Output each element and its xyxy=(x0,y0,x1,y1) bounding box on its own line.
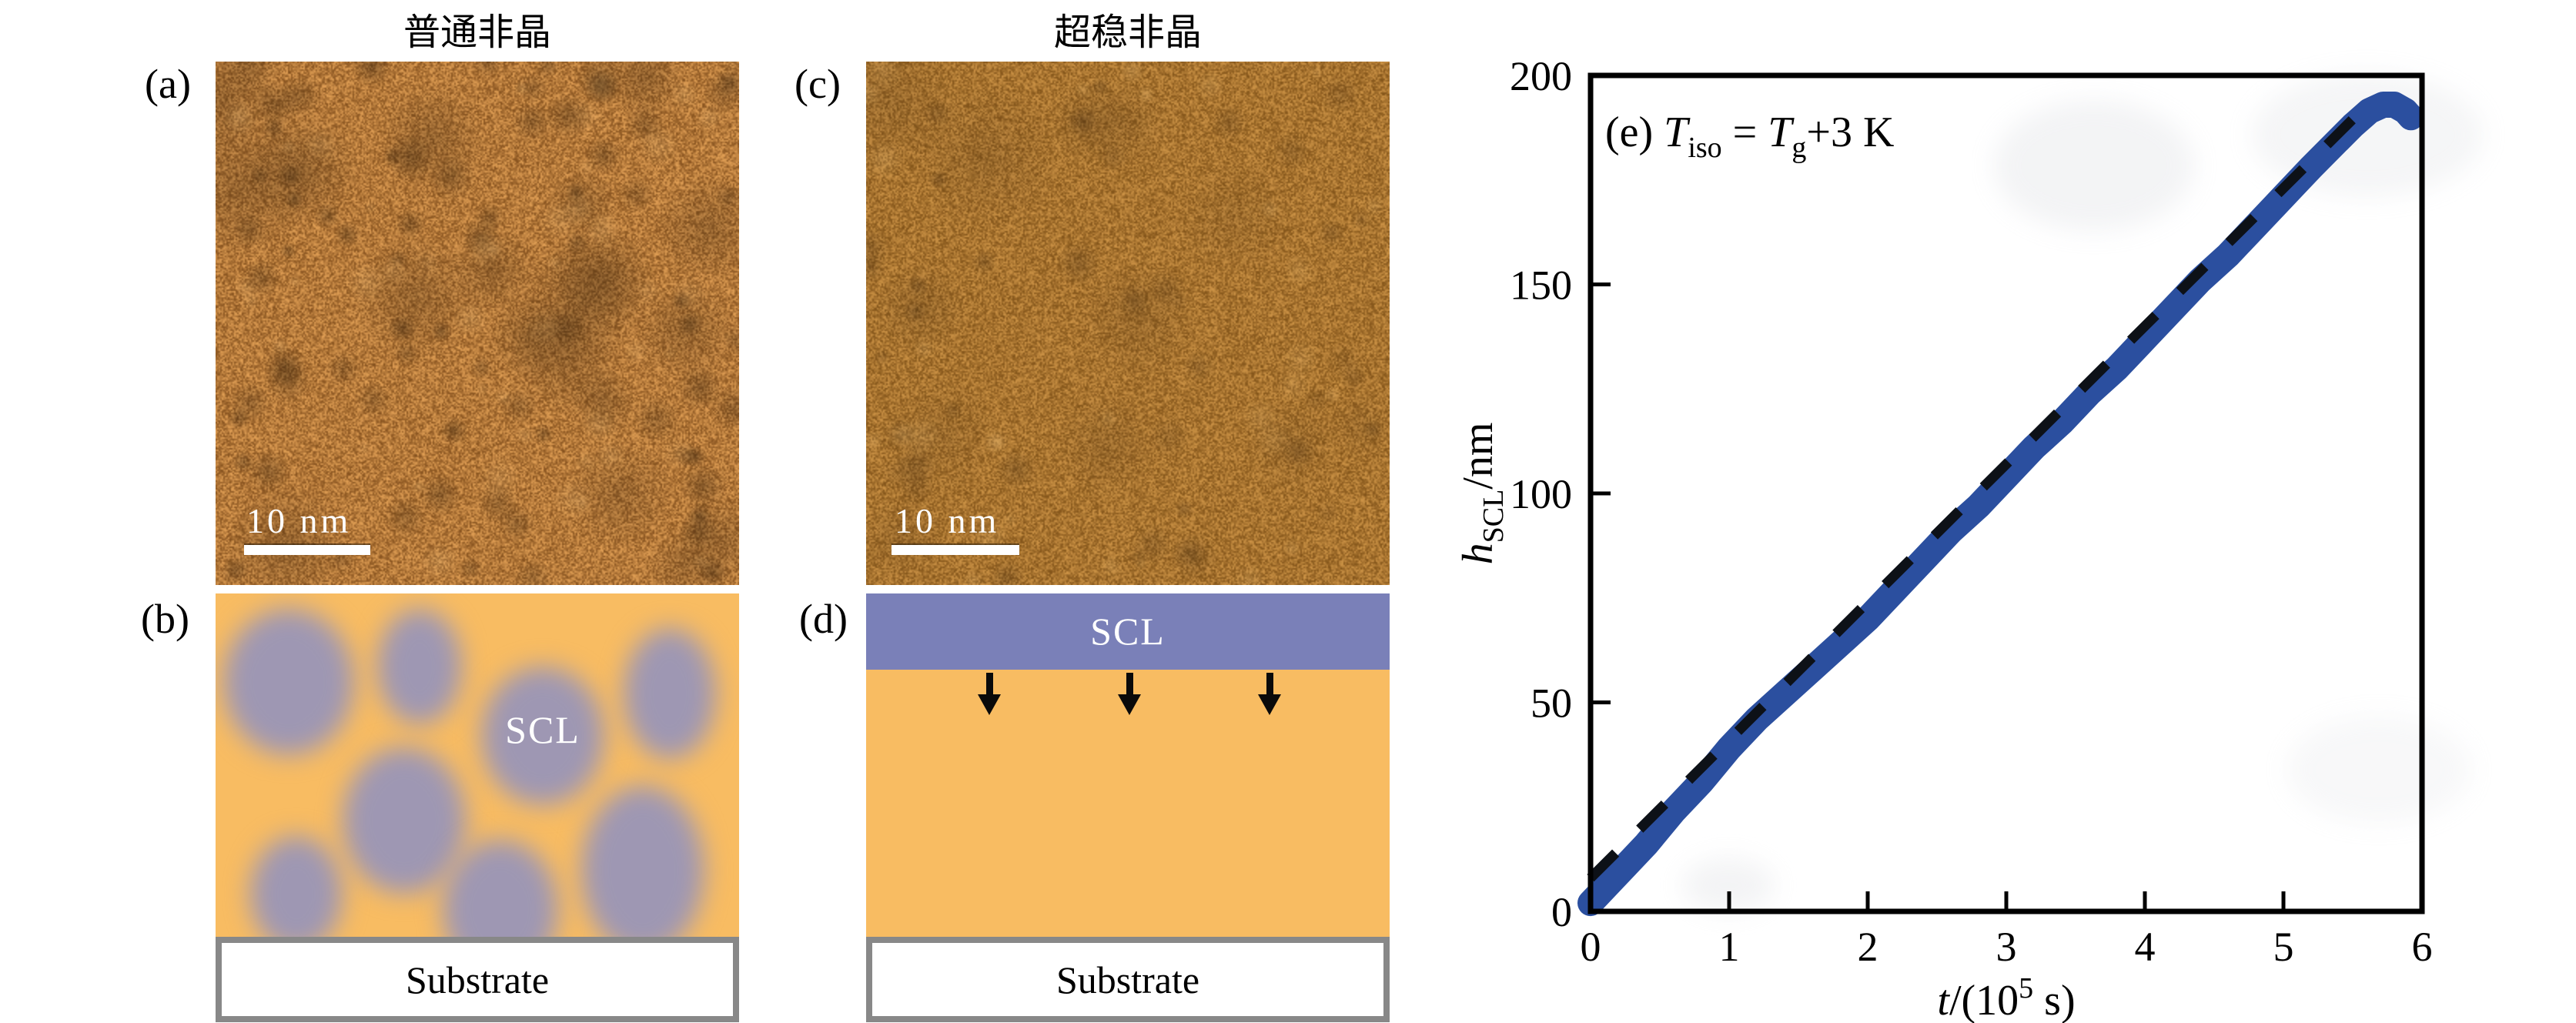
y-tick-label: 100 xyxy=(1510,471,1572,517)
scl-blob xyxy=(481,667,604,805)
x-tick-label: 1 xyxy=(1719,924,1740,970)
substrate-label-b: Substrate xyxy=(405,958,550,1001)
x-tick-label: 2 xyxy=(1858,924,1878,970)
scalebar-label-c: 10 nm xyxy=(895,501,1000,540)
panel-label-d: (d) xyxy=(799,596,848,642)
scl-blob xyxy=(343,747,466,894)
annotation-T-iso: T xyxy=(1664,109,1691,156)
scalebar-label-a: 10 nm xyxy=(246,501,352,540)
chart-annotation: (e) Tiso = Tg+3 K xyxy=(1605,109,1894,164)
x-title-close: s) xyxy=(2033,977,2075,1023)
annotation-sub-iso: iso xyxy=(1688,132,1721,164)
substrate-box-d: Substrate xyxy=(866,937,1390,1022)
column-title-ultrastable-glass: 超稳非晶 xyxy=(1053,12,1202,53)
scalebar-c xyxy=(892,545,1019,555)
panel-label-c: (c) xyxy=(795,61,841,107)
data-series-line xyxy=(1577,92,2424,917)
column-title-ordinary-glass: 普通非晶 xyxy=(403,12,551,53)
tem-image-ultrastable xyxy=(866,62,1390,585)
x-title-open: /(10 xyxy=(1949,977,2019,1023)
x-title-var: t xyxy=(1937,977,1950,1023)
down-arrow-icon xyxy=(1258,694,1281,715)
y-title-unit: /nm xyxy=(1454,423,1502,490)
scl-blob xyxy=(581,786,704,937)
scl-blob xyxy=(377,609,462,724)
y-tick-label: 150 xyxy=(1510,262,1572,309)
scl-label-b: SCL xyxy=(505,708,580,751)
scl-blob xyxy=(223,609,354,755)
x-title-exponent: 5 xyxy=(2019,972,2033,1005)
panel-label-b: (b) xyxy=(141,596,189,642)
y-tick-label: 200 xyxy=(1510,53,1572,99)
annotation-T-g: T xyxy=(1768,109,1795,156)
y-tick-label: 0 xyxy=(1551,889,1572,935)
y-title-sub: SCL xyxy=(1477,490,1510,543)
scl-blob xyxy=(624,628,716,759)
fit-dashed-line xyxy=(1587,93,2379,882)
x-axis-title: t/(105 s) xyxy=(1937,972,2075,1023)
substrate-label-d: Substrate xyxy=(1055,958,1200,1001)
x-tick-label: 3 xyxy=(1996,924,2017,970)
down-arrow-icon xyxy=(1118,694,1141,715)
schematic-ordinary-film: SCL xyxy=(216,593,739,937)
tem-image-ordinary xyxy=(216,62,739,585)
x-tick-label: 4 xyxy=(2135,924,2156,970)
down-arrow-icon xyxy=(986,673,993,696)
y-axis-title: hSCL/nm xyxy=(1454,423,1510,565)
scl-blob xyxy=(250,836,343,937)
annotation-sub-g: g xyxy=(1791,132,1806,164)
x-tick-label: 0 xyxy=(1581,924,1601,970)
annotation-plus-3K: +3 K xyxy=(1806,109,1894,156)
annotation-panel-label: (e) xyxy=(1605,109,1664,156)
down-arrow-icon xyxy=(1126,673,1133,696)
annotation-equals: = xyxy=(1722,109,1768,156)
scl-label-d: SCL xyxy=(1090,610,1166,653)
x-tick-label: 6 xyxy=(2412,924,2433,970)
down-arrow-icon xyxy=(978,694,1001,715)
scalebar-a xyxy=(244,545,370,555)
x-tick-label: 5 xyxy=(2273,924,2294,970)
y-title-var: h xyxy=(1454,543,1502,564)
substrate-box-b: Substrate xyxy=(216,937,739,1022)
scl-surface-band: SCL xyxy=(866,593,1390,670)
down-arrow-icon xyxy=(1266,673,1273,696)
y-tick-label: 50 xyxy=(1531,680,1572,727)
schematic-ultrastable-film: SCL xyxy=(866,593,1390,937)
panel-label-a: (a) xyxy=(145,61,191,107)
chart-smudges xyxy=(1682,73,2483,912)
